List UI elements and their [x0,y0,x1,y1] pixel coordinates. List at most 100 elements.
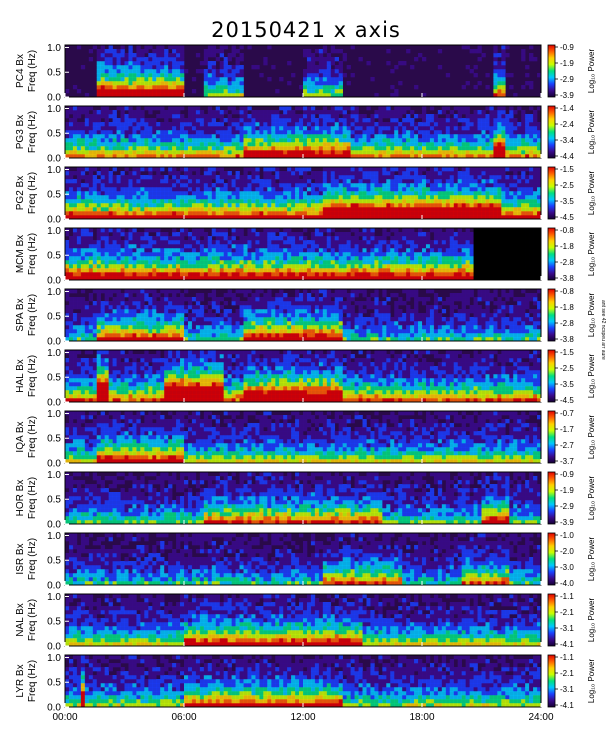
station-label: IQA Bx [15,421,26,452]
y-tick-label: 0.5 [47,617,61,628]
colorbar [547,593,556,647]
colorbar [547,105,556,159]
colorbar-label: Log₁₀ Power [587,537,596,582]
y-tick-label: 1.0 [47,409,61,420]
y-tick-label: 1.0 [47,653,61,664]
colorbar-label: Log₁₀ Power [587,49,596,94]
y-tick-label: 1.0 [47,287,61,298]
x-tick-label: 18:00 [409,712,434,723]
y-tick-label: 1.0 [47,531,61,542]
y-tick-label: 0.5 [47,68,61,79]
colorbar-tick-label: -1.5 [560,348,574,357]
y-tick-label: 1.0 [47,104,61,115]
colorbar-tick-label: -4.1 [560,640,574,649]
panel-iqa: 1.0 0.5 0.0 IQA Bx Freq (Hz) -0.7 -1.7 -2.7 -3.7… [15,409,596,470]
y-tick-label: 1.0 [47,592,61,603]
colorbar [547,44,556,98]
colorbar [547,654,556,708]
panel-hor: 1.0 0.5 0.0 HOR Bx Freq (Hz) -0.9 -1.9 -2.9 -3.9… [15,470,596,531]
y-tick-label: 1.0 [47,470,61,481]
y-tick-label: 1.0 [47,165,61,176]
y-tick-label: 0.5 [47,495,61,506]
y-tick-label: 0.5 [47,556,61,567]
colorbar-tick-label: -1.1 [560,592,574,601]
y-tick-label: 0.5 [47,678,61,689]
station-label: LYR Bx [15,664,26,697]
colorbar-tick-label: -3.8 [560,335,574,344]
x-tick-label: 12:00 [290,712,315,723]
panel-pc4: 1.0 0.5 0.0 PC4 Bx Freq (Hz) -0.9 -1.9 -2.9 -3.9… [15,43,596,104]
colorbar-label: Log₁₀ Power [587,659,596,704]
freq-axis-label: Freq (Hz) [27,50,38,92]
colorbar-tick-label: -0.9 [560,43,574,52]
colorbar-label: Log₁₀ Power [587,110,596,155]
colorbar-label: Log₁₀ Power [587,354,596,399]
colorbar-tick-label: -2.1 [560,608,574,617]
y-tick-label: 0.5 [47,129,61,140]
colorbar-tick-label: -1.5 [560,165,574,174]
panel-isr: 1.0 0.5 0.0 ISR Bx Freq (Hz) -1.0 -2.0 -3.0 -4.0… [15,531,596,592]
colorbar-label: Log₁₀ Power [587,598,596,643]
side-note: ant see 42 ncspeu arr aure [600,300,606,360]
y-tick-label: 0.0 [47,215,61,226]
panel-nal: 1.0 0.5 0.0 NAL Bx Freq (Hz) -1.1 -2.1 -3.1 -4.1… [15,592,596,653]
freq-axis-label: Freq (Hz) [27,111,38,153]
colorbar-tick-label: -0.8 [560,287,574,296]
freq-axis-label: Freq (Hz) [27,172,38,214]
colorbar-tick-label: -3.8 [560,274,574,283]
x-tick-label: 24:00 [528,712,553,723]
colorbar-tick-label: -0.8 [560,226,574,235]
freq-axis-label: Freq (Hz) [27,660,38,702]
colorbar-tick-label: -2.9 [560,502,574,511]
y-tick-label: 1.0 [47,43,61,54]
y-tick-label: 0.5 [47,373,61,384]
y-tick-label: 1.0 [47,348,61,359]
colorbar [547,166,556,220]
colorbar-tick-label: -1.9 [560,59,574,68]
y-tick-label: 0.5 [47,312,61,323]
x-tick-label: 06:00 [171,712,196,723]
colorbar-tick-label: -3.4 [560,136,574,145]
colorbar-tick-label: -2.9 [560,75,574,84]
colorbar [547,227,556,281]
y-tick-label: 0.0 [47,276,61,287]
colorbar-tick-label: -3.1 [560,685,574,694]
colorbar-tick-label: -1.0 [560,531,574,540]
y-tick-label: 0.0 [47,703,61,714]
colorbar-tick-label: -3.0 [560,563,574,572]
colorbar-tick-label: -1.4 [560,104,574,113]
freq-axis-label: Freq (Hz) [27,416,38,458]
colorbar-label: Log₁₀ Power [587,476,596,521]
y-tick-label: 0.0 [47,520,61,531]
colorbar-tick-label: -2.5 [560,364,574,373]
panel-lyr: 1.0 0.5 0.0 LYR Bx Freq (Hz) -1.1 -2.1 -3.1 -4.1… [15,653,596,714]
station-label: HAL Bx [15,359,26,393]
colorbar-tick-label: -3.1 [560,624,574,633]
colorbar-tick-label: -3.5 [560,380,574,389]
colorbar [547,288,556,342]
colorbar [547,349,556,403]
colorbar-tick-label: -1.7 [560,425,574,434]
station-label: NAL Bx [15,603,26,637]
colorbar-tick-label: -2.8 [560,258,574,267]
freq-axis-label: Freq (Hz) [27,538,38,580]
colorbar-tick-label: -1.8 [560,303,574,312]
colorbar-tick-label: -0.9 [560,470,574,479]
chart-title: 20150421 x axis [211,18,401,42]
station-label: HOR Bx [15,480,26,517]
colorbar-tick-label: -4.4 [560,152,574,161]
colorbar-tick-label: -2.1 [560,669,574,678]
panel-mcm: 1.0 0.5 0.0 MCM Bx Freq (Hz) -0.8 -1.8 -2.8 -3.8… [15,226,596,287]
freq-axis-label: Freq (Hz) [27,233,38,275]
freq-axis-label: Freq (Hz) [27,294,38,336]
colorbar-tick-label: -2.4 [560,120,574,129]
station-label: PG3 Bx [15,115,26,149]
y-tick-label: 1.0 [47,226,61,237]
station-label: MCM Bx [15,235,26,273]
colorbar-tick-label: -1.9 [560,486,574,495]
y-tick-label: 0.0 [47,398,61,409]
colorbar-tick-label: -4.5 [560,213,574,222]
colorbar-label: Log₁₀ Power [587,415,596,460]
colorbar-tick-label: -4.0 [560,579,574,588]
